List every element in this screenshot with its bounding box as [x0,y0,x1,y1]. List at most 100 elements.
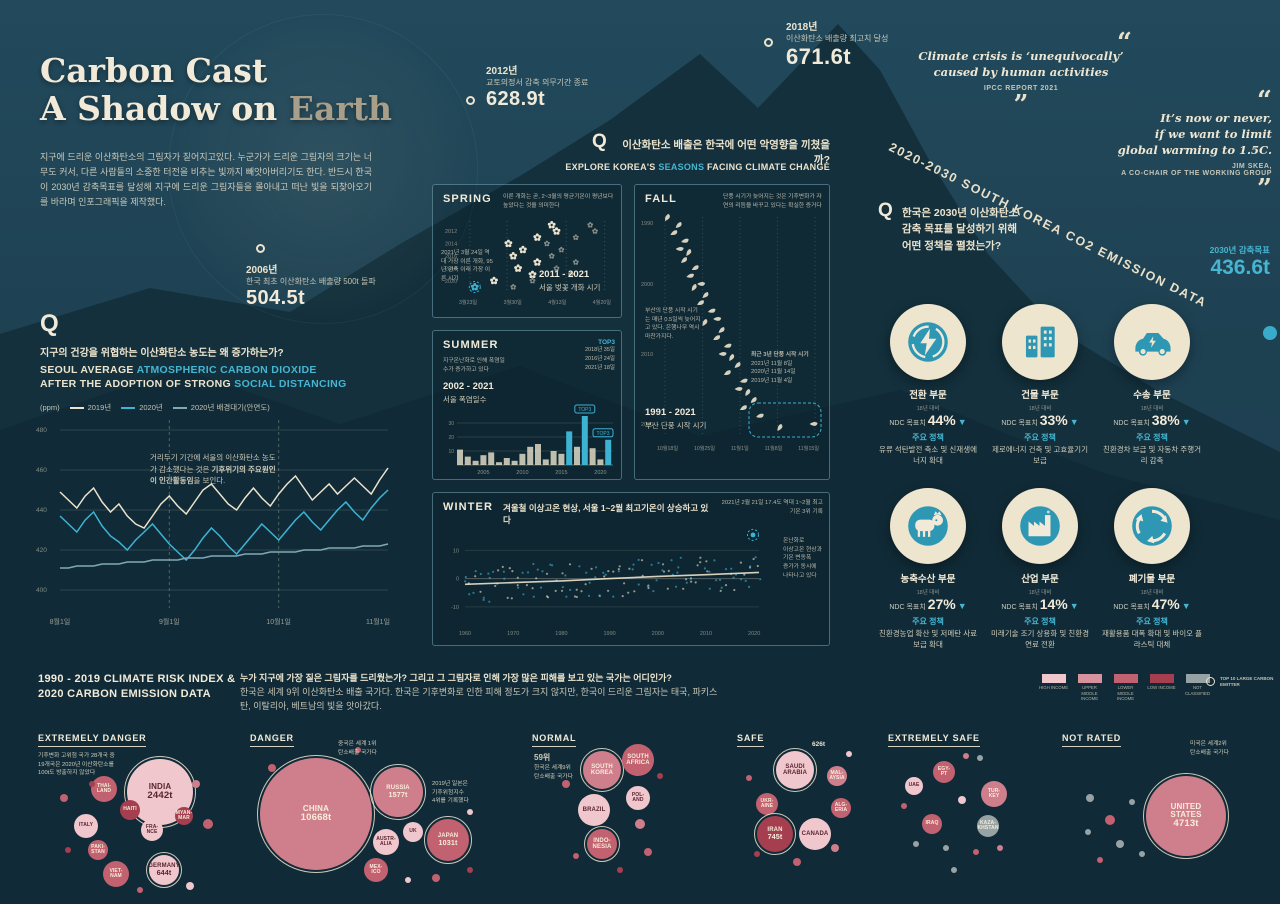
temp-dot [602,571,605,574]
quote-line: Climate crisis is ‘unequivocally’ [918,49,1124,63]
temp-dot [482,596,485,599]
leaf-icon [707,308,716,313]
temp-dot [535,577,538,580]
country-label: MAL- AYSIA [829,769,845,781]
leaf-icon [686,273,694,278]
x-tick-label: 3월23일 [459,300,478,306]
legend-label: UPPER MIDDLE INCOME [1080,685,1099,702]
temp-dot [532,595,535,598]
timeline-year: 2006년 [246,265,278,276]
policy-label: 주요 정책 [1024,617,1056,626]
temp-dot [516,584,519,587]
legend-label: 2019년 [87,403,112,412]
ndc-metric: NDC 목표치 14% ▼ [984,596,1096,612]
x-tick-label: 2010 [516,470,528,476]
temp-dot [474,570,477,573]
temp-dot [532,562,535,566]
emission-value: 644t [156,868,172,878]
top3-list: 2018년 35일 2016년 24일 2021년 18일 [545,346,615,372]
policy-label: 주요 정책 [912,617,944,626]
temp-dot [560,589,564,592]
temp-dot [733,588,736,592]
seasons-question: 이산화탄소 배출은 한국에 어떤 악영향을 끼쳤을까? [622,139,830,166]
quote-line: It’s now or never, [1160,111,1272,126]
bubble-dot [60,794,68,802]
temp-dot [603,575,606,578]
ndc-metric: NDC 목표치 47% ▼ [1096,596,1208,612]
bar-2009 [511,460,518,465]
flower-icon [490,276,498,285]
x-tick-label: 2015 [555,470,567,476]
temp-dot [511,570,514,573]
country-bubble: HAITI [120,800,140,820]
temp-dot [545,595,549,598]
country-bubble: RUSSIA 1577t [370,764,426,820]
country-bubble: SOUTH AFRICA [622,744,654,776]
group-note: 2019년 일본은 기후위험지수 4위를 기록했다 [432,781,469,805]
quote-line: caused by human activities [933,65,1109,80]
quote-source-line: JIM SKEA, [1231,163,1272,171]
bubble-dot [635,819,645,829]
country-label: ITALY [78,822,94,829]
group-note: 59위 한국은 세계9위 탄소배출 국가다 [534,753,573,780]
leaf-icon [691,265,699,271]
bar-2020 [597,459,604,465]
emission-value: 10668t [300,812,332,824]
bubble-dot [644,848,652,856]
series-line [60,543,389,569]
temp-dot [510,597,513,600]
country-bubble: INDO- NESIA [584,826,620,862]
metric-value: 33% [1039,412,1068,428]
temp-dot [551,564,554,567]
temp-dot [732,576,735,579]
temp-dot [479,590,482,593]
emission-value: 4713t [1173,818,1199,830]
country-bubble: SOUTH KOREA [580,748,624,792]
sector-name: 수송 부문 [1133,390,1171,401]
legend-label: LOWER MIDDLE INCOME [1116,685,1135,702]
legend-swatch [172,406,187,409]
recent-title: 최근 3년 단풍 시작 시기 [751,352,809,358]
temp-dot [708,570,711,573]
x-tick-label: 11월1일 [366,617,390,626]
temp-dot [689,577,692,580]
bottom-paragraph: 누가 지구에 가장 짙은 그림자를 드리웠는가? 그리고 그 그림자로 인해 가… [240,672,720,714]
recycle-icon [1114,488,1190,564]
flower-icon [552,227,561,235]
legend-swatch [1185,674,1210,683]
x-tick-label: 11월8일 [764,446,783,452]
country-bubble: CHINA 10668t [257,755,375,873]
timeline-dot [256,244,265,253]
temp-dot [632,563,635,566]
bubble-dot [192,780,200,788]
quote-ipcc: “ Climate crisis is ‘unequivocally’ cause… [918,30,1132,118]
y-tick-label: 10 [453,548,459,554]
heading-text: SEOUL AVERAGE [40,364,137,376]
bubble-field: SOUTH KOREA SOUTH AFRICA BRAZIL POL- AND INDO- N… [532,728,674,900]
bubble-dot [1085,829,1091,835]
country-bubble: TUR- KEY [981,781,1007,807]
country-bubble: UK [403,822,423,842]
metric-value: 27% [927,596,956,612]
bar-2013 [542,459,549,465]
country-bubble: MEX- ICO [364,858,388,882]
bubble-dot [831,844,839,852]
fall-panel: FALL 단풍 시기가 늦어지는 것은 기후변화가 자연의 리듬을 바꾸고 있다… [634,184,830,480]
legend-item: 2019년 [69,402,112,413]
policy-text: 친환경차 보급 및 자동차 주행거리 감축 [1102,445,1202,465]
temp-dot [590,567,593,570]
energy-transition-icon [890,304,966,380]
ndc-metric: NDC 목표치 38% ▼ [1096,412,1208,428]
subtitle-text: EXPLORE KOREA'S [565,162,659,172]
recent-entry: 2021년 11월 8일 [751,360,793,367]
bubble-dot [562,780,570,788]
bubble-dot [913,841,919,847]
country-bubble: IRAN 745t [754,813,796,855]
temp-dot [661,563,665,566]
temp-dot [554,589,557,592]
y-tick-label: 480 [36,427,47,434]
bubble-dot [754,851,760,857]
temp-dot [497,569,500,572]
risk-group-extremely-danger: EXTREMELY DANGER INDIA 2442t THAI- LAND HAIT… [38,728,243,900]
emission-value: 2442t [147,790,173,802]
